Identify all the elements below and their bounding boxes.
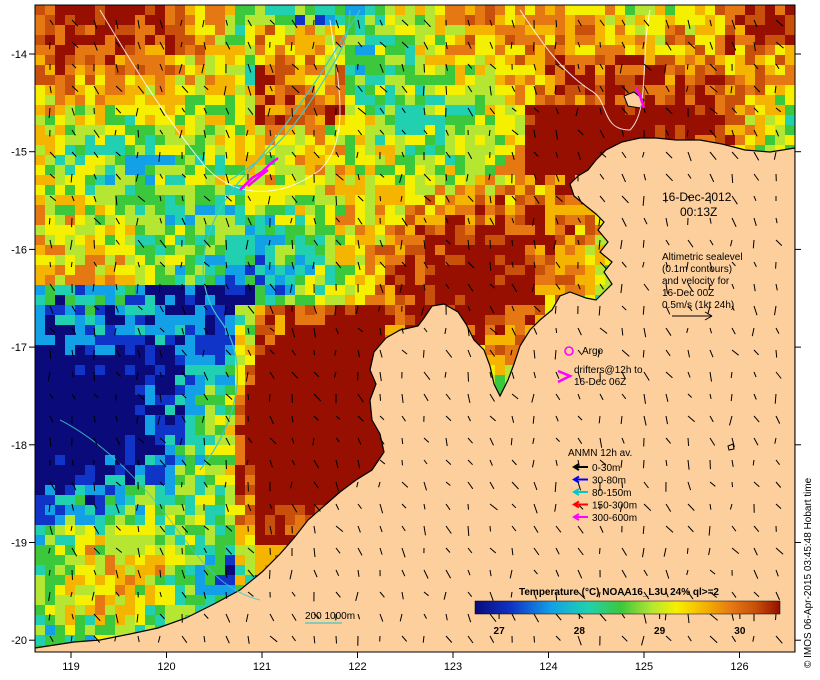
colorbar-tick-label: 28 [574,626,586,637]
y-tick-label: -17 [11,342,27,354]
y-tick-label: -18 [11,440,27,452]
colorbar-tick-label: 27 [494,626,506,637]
island [727,443,735,451]
timestamp-time: 00:13Z [680,205,717,219]
colorbar-gradient [474,600,781,615]
x-axis: 119 120 121 122 123 124 125 126 [62,652,749,673]
land-mass [35,137,795,652]
y-tick-label: -14 [11,49,27,61]
argo-legend: Argo [564,346,604,357]
velocity-arrows [47,19,784,646]
depth-legend-label: 80-150m [592,488,631,499]
colorbar-tick-label: 30 [734,626,746,637]
drifter-tracks [239,87,646,191]
y-tick-label: -16 [11,244,27,256]
x-tick-label: 126 [730,661,748,673]
depth-legend-label: 150-300m [592,501,637,512]
x-tick-label: 125 [635,661,653,673]
x-tick-label: 123 [444,661,462,673]
depth-legend-label: 300-600m [592,513,637,524]
y-tick-label: -15 [11,147,27,159]
drifters-legend: drifters@12h to 16-Dec 06Z [557,365,643,388]
isobath-legend: 200 1000m [305,611,355,624]
depth-legend-item: 0-30m [572,463,620,474]
y-tick-label: -19 [11,538,27,550]
depth-legend-label: 30-80m [592,476,626,487]
timestamp-date: 16-Dec-2012 [662,190,732,204]
drifter-chevron-icon [557,369,574,384]
x-tick-label: 124 [539,661,557,673]
map-frame [34,4,796,653]
velocity-scale-arrow-icon [672,311,713,321]
anmn-legend: ANMN 12h av. 0-30m30-80m80-150m150-300m3… [568,448,637,524]
credit-text: © IMOS 06-Apr-2015 03:45:48 Hobart time [803,477,814,668]
colorbar: Temperature (°C) NOAA16_L3U 24% ql>=2 27… [474,587,781,637]
x-tick-label: 120 [157,661,175,673]
depth-legend-label: 0-30m [592,463,620,474]
x-tick-label: 119 [62,661,80,673]
altimetry-note: Altimetric sealevel (0.1m contours) and … [662,252,743,321]
argo-circle-icon [564,346,574,356]
isobath-contours [59,9,651,601]
colorbar-tick-label: 29 [654,626,666,637]
y-axis: -14 -15 -16 -17 -18 -19 -20 [11,49,801,647]
y-tick-label: -20 [11,635,27,647]
x-tick-label: 121 [253,661,271,673]
x-tick-label: 122 [348,661,366,673]
depth-legend-item: 30-80m [572,476,626,487]
depth-legend-item: 80-150m [572,488,631,499]
depth-legend-item: 150-300m [572,501,637,512]
depth-legend-item: 300-600m [572,513,637,524]
